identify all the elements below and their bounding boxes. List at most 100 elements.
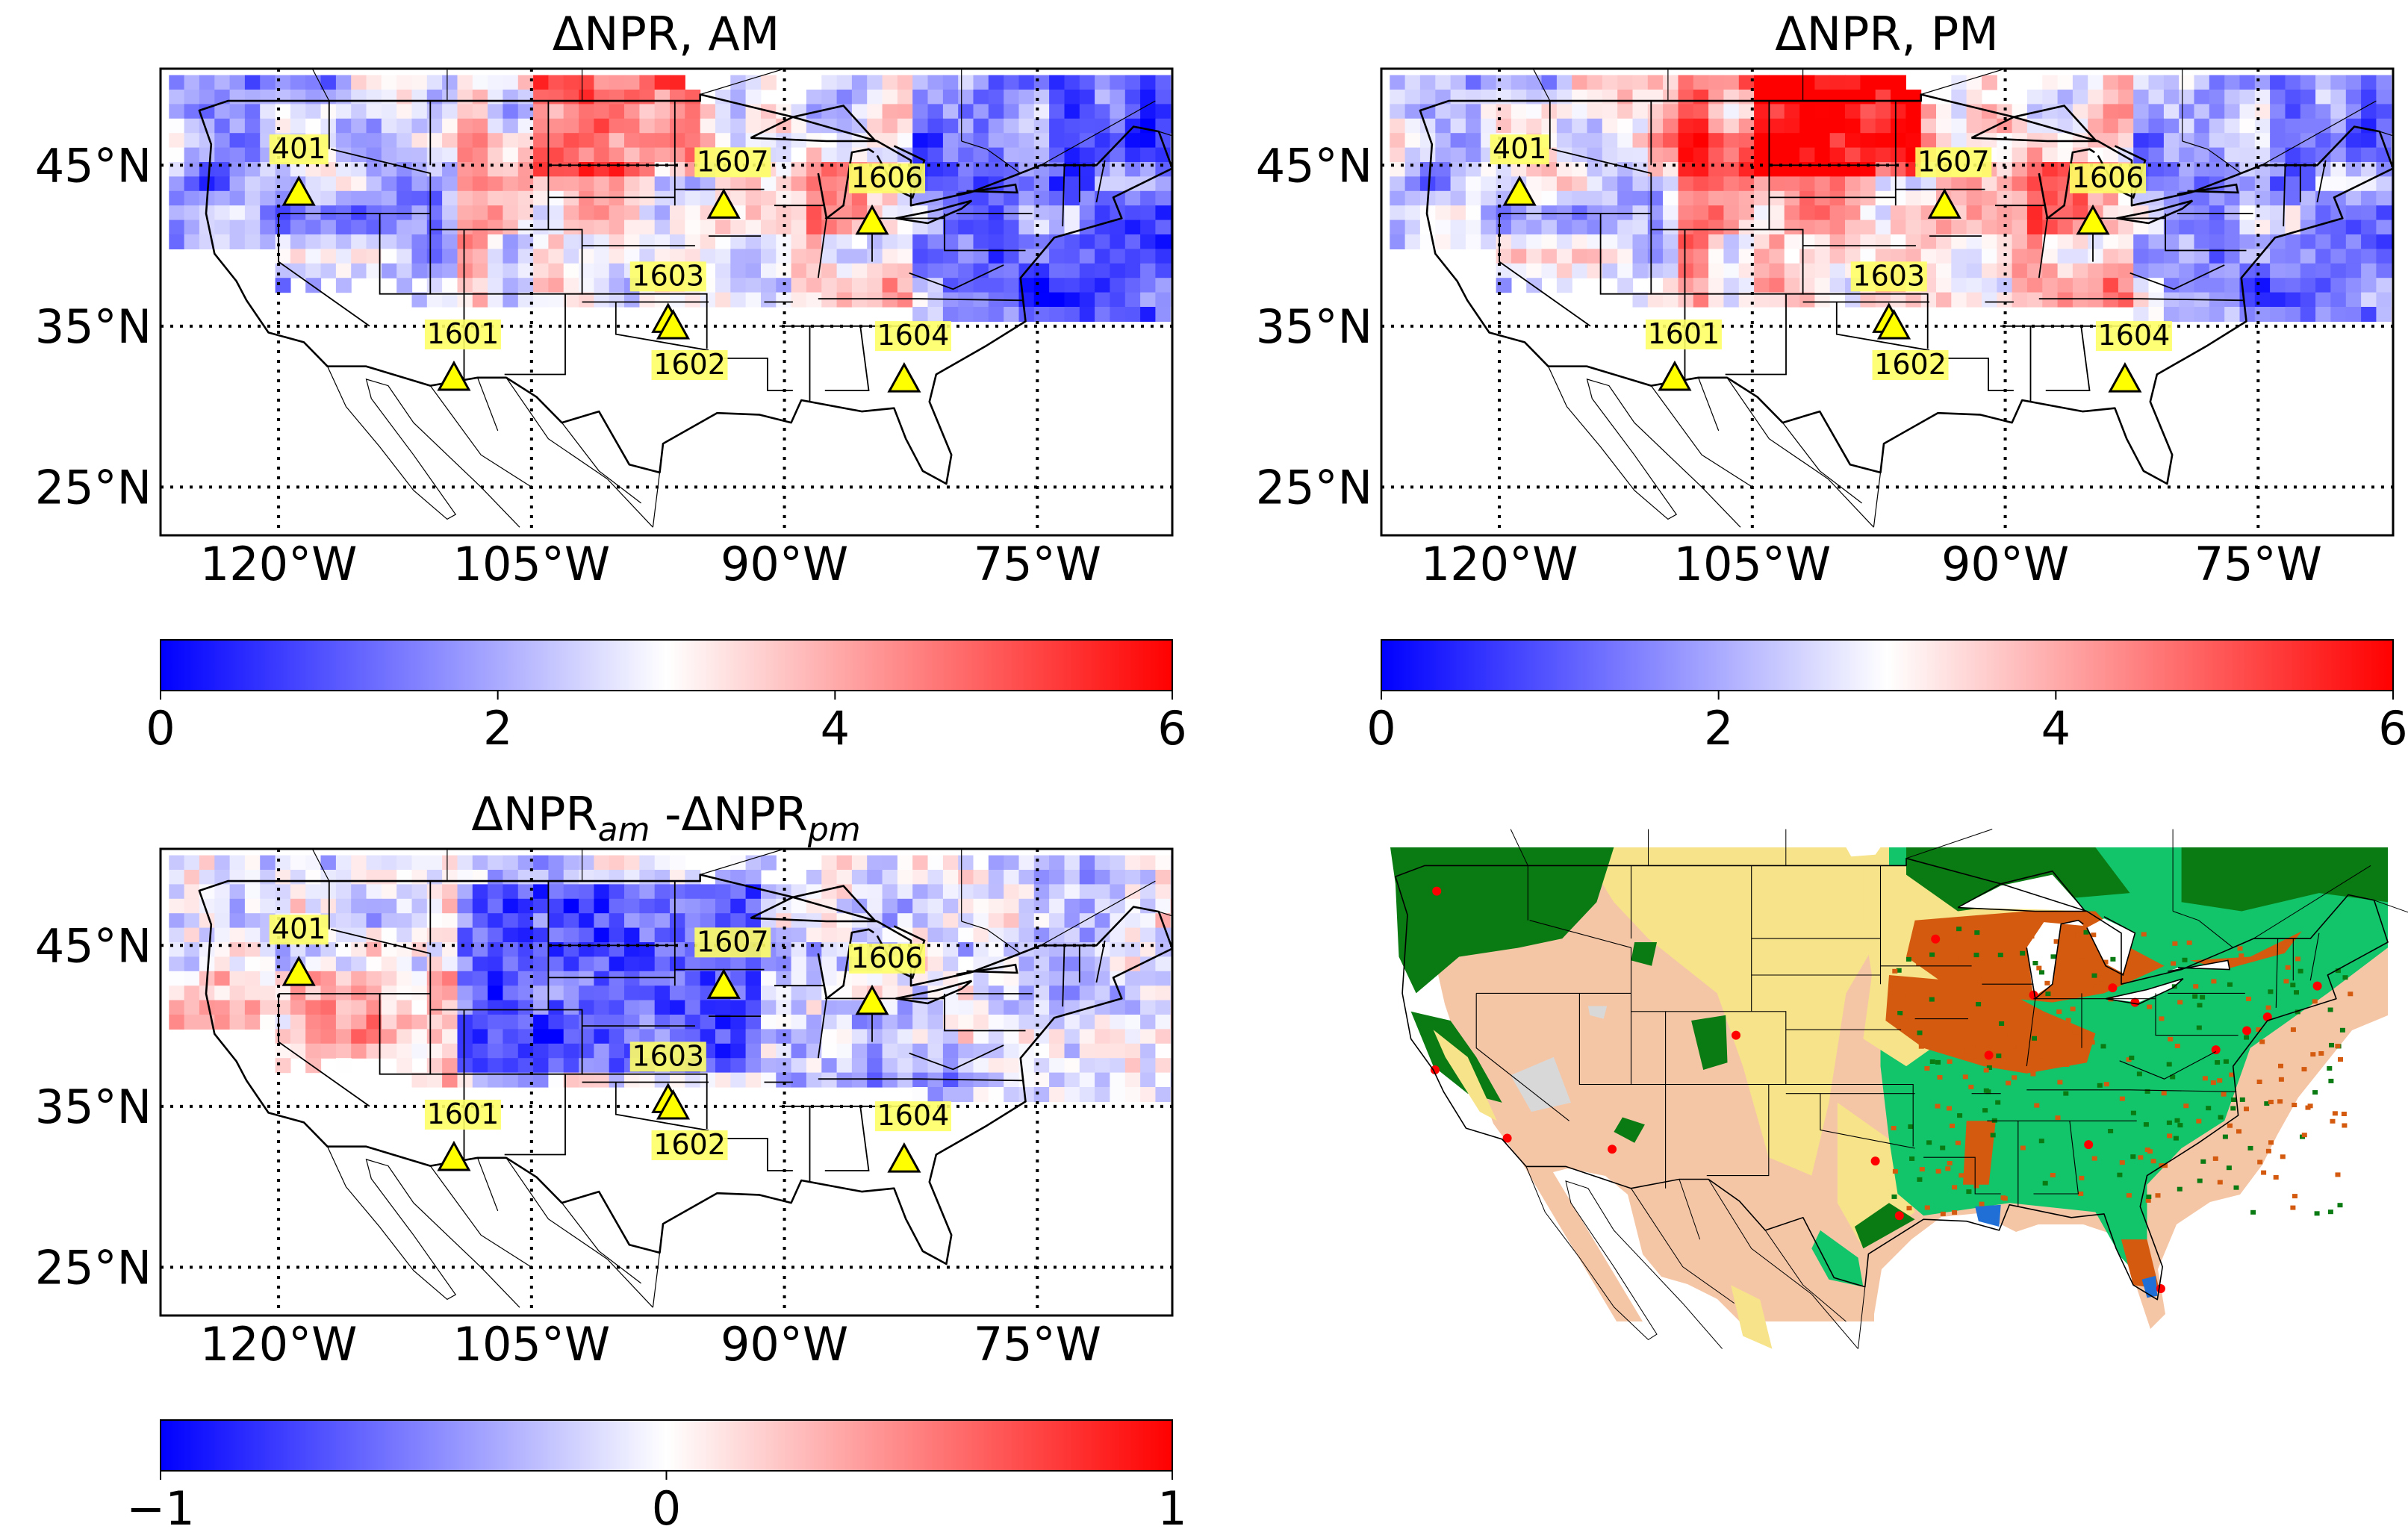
panel-pm-lat-label: 45°N	[1256, 138, 1372, 193]
panel-diff-title: ΔNPRam -ΔNPRpm	[471, 787, 860, 849]
panel-am-lon-label: 90°W	[721, 537, 848, 591]
urban-marker	[1894, 1211, 1904, 1221]
forest-region	[1691, 1015, 1728, 1070]
panel-pm-colorbar-tick: 2	[1704, 701, 1733, 756]
site-marker-icon	[656, 1089, 691, 1120]
landcover-panel	[1390, 829, 2408, 1349]
cropland-region	[1885, 975, 2096, 1074]
panel-diff-site-1601: 1601	[424, 1097, 501, 1171]
grassland-region	[1731, 1285, 1773, 1349]
panel-pm-lon-label: 75°W	[2194, 537, 2322, 591]
site-label: 1604	[877, 1099, 950, 1132]
panel-diff: ΔNPRam -ΔNPRpm 401 1607 1606 1603 1601 1602 16…	[35, 787, 1187, 1535]
cropland-region	[2190, 931, 2302, 970]
panel-diff-lat-label: 25°N	[35, 1240, 152, 1295]
site-label: 1604	[2098, 319, 2171, 352]
cropland-region	[1963, 1121, 1996, 1185]
panel-pm-site-1602: 1602	[1872, 308, 1949, 381]
site-label: 401	[272, 912, 326, 945]
panel-pm-title: ΔNPR, PM	[1775, 7, 1999, 61]
panel-am-frame	[159, 67, 1174, 537]
urban-marker	[2156, 1284, 2165, 1293]
panel-am-colorbar-tick: 2	[483, 701, 512, 756]
site-marker-icon	[437, 1140, 471, 1171]
panel-pm-site-401: 401	[1490, 132, 1549, 206]
site-marker-icon	[887, 362, 921, 393]
panel-diff-lon-label: 120°W	[200, 1317, 358, 1371]
urban-marker	[2211, 1045, 2221, 1055]
urban-marker	[1430, 1065, 1440, 1074]
landcover-borders	[1395, 829, 2408, 1349]
panel-pm: ΔNPR, PM 401 1607 1606 1603 1601 1602 1604 45°…	[1256, 7, 2408, 756]
panel-pm-colorbar-tick: 4	[2041, 701, 2071, 756]
panel-am-sites: 401 1607 1606 1603 1601 1602 1604	[269, 132, 951, 393]
panel-am-colorbar	[160, 639, 1173, 691]
panel-am-site-1601: 1601	[424, 317, 501, 391]
panel-am-colorbar-tick: 0	[146, 701, 175, 756]
site-marker-icon	[706, 968, 741, 999]
urban-marker	[1732, 1030, 1740, 1040]
panel-pm-colorbar-tick: 0	[1366, 701, 1396, 756]
water-region	[1975, 1204, 2001, 1227]
panel-am-axis-labels: 45°N 35°N 25°N 120°W 105°W 90°W 75°W	[35, 138, 1101, 591]
panel-am-site-1607: 1607	[694, 145, 771, 219]
panel-diff-lat-label: 35°N	[35, 1080, 152, 1134]
urban-marker	[1432, 886, 1442, 896]
panel-pm-colorbar	[1381, 639, 2394, 691]
panel-am-lon-label: 75°W	[974, 537, 1101, 591]
site-label: 1606	[851, 161, 924, 194]
panel-diff-lat-label: 45°N	[35, 918, 152, 973]
site-marker-icon	[706, 188, 741, 219]
panel-pm-lon-label: 105°W	[1674, 537, 1832, 591]
urban-marker	[2029, 990, 2038, 1000]
urban-marker	[2262, 1012, 2272, 1022]
site-label: 1607	[1917, 145, 1990, 178]
site-label: 1602	[653, 348, 726, 381]
panel-pm-lat-label: 35°N	[1256, 299, 1372, 354]
panel-pm-lon-label: 90°W	[1941, 537, 2069, 591]
panel-pm-site-1607: 1607	[1915, 145, 1992, 219]
site-marker-icon	[2076, 204, 2110, 235]
panel-diff-lon-label: 90°W	[721, 1317, 848, 1371]
forest-region	[1614, 1117, 1645, 1143]
barren-region	[1587, 1006, 1608, 1019]
panel-diff-lon-label: 105°W	[453, 1317, 611, 1371]
panel-pm-map	[1381, 69, 2393, 535]
site-label: 1603	[632, 1039, 704, 1072]
panel-am-site-1602: 1602	[651, 308, 728, 381]
panel-am-lat-label: 45°N	[35, 138, 152, 193]
urban-marker	[1870, 1156, 1880, 1166]
panel-diff-axis-labels: 45°N 35°N 25°N 120°W 105°W 90°W 75°W	[35, 918, 1101, 1371]
panel-am-lon-label: 120°W	[200, 537, 358, 591]
cropland-region	[2121, 1239, 2159, 1289]
panel-diff-colorbar-tick: 1	[1157, 1481, 1186, 1535]
lake-region	[1846, 847, 1881, 857]
urban-marker	[2108, 983, 2118, 993]
panel-diff-map	[161, 849, 1172, 1316]
forest-region	[1390, 847, 1614, 994]
barren-region	[1511, 1056, 1571, 1112]
panel-pm-site-1604: 1604	[2095, 319, 2172, 393]
cropland-mosaic-region	[1811, 1230, 1864, 1287]
panel-pm-lat-label: 25°N	[1256, 460, 1372, 514]
site-marker-icon	[855, 984, 889, 1015]
panel-pm-site-1601: 1601	[1645, 317, 1722, 391]
panel-pm-axis-labels: 45°N 35°N 25°N 120°W 105°W 90°W 75°W	[1256, 138, 2322, 591]
grassland-region	[1433, 1030, 1497, 1121]
site-marker-icon	[1502, 175, 1537, 206]
panel-diff-site-1607: 1607	[694, 925, 771, 999]
site-marker-icon	[1927, 188, 1961, 219]
panel-diff-site-1602: 1602	[651, 1089, 728, 1161]
lake-region	[1958, 874, 2085, 912]
panel-pm-heatmap	[1390, 75, 2393, 322]
panel-diff-colorbar-tick: −1	[126, 1481, 194, 1535]
panel-am-site-1604: 1604	[874, 319, 951, 393]
urban-marker	[1502, 1133, 1512, 1143]
site-label: 1602	[653, 1128, 726, 1161]
site-marker-icon	[855, 204, 889, 235]
site-marker-icon	[437, 360, 471, 391]
panel-diff-colorbar	[160, 1419, 1173, 1472]
site-label: 1606	[2072, 161, 2144, 194]
panel-diff-colorbar-ticks: −1 0 1	[126, 1471, 1187, 1535]
